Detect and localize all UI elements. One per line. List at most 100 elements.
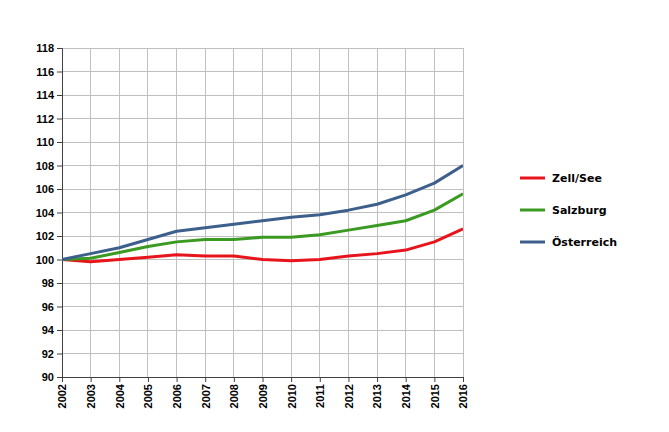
tick: 110	[36, 136, 62, 148]
chart: 90 92 94 96 98 100 102 104 106 108 110 112 114 116 118…	[0, 0, 669, 432]
grid	[62, 48, 463, 377]
tick-label: 114	[36, 89, 55, 101]
tick: 100	[36, 254, 62, 266]
tick-mark	[320, 377, 321, 382]
legend-swatch	[520, 241, 545, 244]
tick-label: 110	[36, 136, 54, 148]
tick-label: 94	[42, 324, 55, 336]
tick-mark	[291, 377, 292, 382]
tick-label: 2008	[228, 384, 240, 408]
tick-label: 100	[36, 254, 54, 266]
grid-line	[377, 48, 378, 377]
tick-label: 2013	[371, 384, 383, 408]
tick-label: 116	[36, 66, 54, 78]
tick: 114	[36, 89, 62, 101]
tick: 2004	[114, 377, 126, 408]
tick-mark	[463, 377, 464, 382]
tick-label: 2009	[257, 384, 269, 408]
tick-label: 92	[42, 348, 54, 360]
legend-swatch	[520, 209, 545, 212]
grid-line	[262, 48, 263, 377]
tick: 2009	[257, 377, 269, 408]
tick-label: 2007	[200, 384, 212, 408]
tick: 92	[42, 348, 62, 360]
tick: 96	[42, 301, 62, 313]
tick-mark	[57, 354, 62, 355]
tick-mark	[263, 377, 264, 382]
lines	[62, 166, 463, 262]
tick-mark	[57, 48, 62, 49]
tick-label: 2016	[457, 384, 469, 408]
tick: 2007	[200, 377, 212, 408]
grid-line	[233, 48, 234, 377]
tick: 2008	[228, 377, 240, 408]
tick: 90	[42, 371, 62, 383]
tick: 2015	[429, 377, 441, 408]
grid-line	[147, 48, 148, 377]
tick: 98	[42, 277, 62, 289]
series-line	[62, 194, 463, 260]
axis-line	[63, 378, 464, 383]
tick-label: 2003	[85, 384, 97, 408]
tick: 2012	[343, 377, 355, 408]
tick-label: 96	[42, 301, 54, 313]
tick-mark	[57, 166, 62, 167]
tick-label: 2010	[285, 384, 297, 408]
tick-mark	[434, 377, 435, 382]
tick: 106	[36, 183, 62, 195]
tick-mark	[57, 189, 62, 190]
tick: 2011	[314, 377, 326, 408]
tick-mark	[62, 377, 63, 382]
tick: 2010	[285, 377, 297, 408]
legend-label: Österreich	[552, 235, 617, 249]
tick-mark	[57, 236, 62, 237]
tick: 112	[36, 113, 62, 125]
legend-label: Zell/See	[552, 172, 602, 185]
tick-label: 2011	[314, 384, 326, 408]
tick-label: 108	[36, 160, 54, 172]
tick-mark	[148, 377, 149, 382]
tick-label: 118	[36, 42, 54, 54]
tick: 2005	[142, 377, 154, 408]
tick-mark	[205, 377, 206, 382]
tick: 108	[36, 160, 62, 172]
tick-mark	[57, 307, 62, 308]
tick-label: 2004	[114, 383, 126, 408]
tick-mark	[57, 95, 62, 96]
tick-mark	[91, 377, 92, 382]
grid-line	[90, 48, 91, 377]
legend-label: Salzburg	[552, 204, 607, 217]
tick-label: 2006	[171, 384, 183, 408]
tick-label: 106	[36, 183, 54, 195]
tick-mark	[57, 119, 62, 120]
tick-mark	[57, 283, 62, 284]
tick: 116	[36, 66, 62, 78]
tick-mark	[57, 213, 62, 214]
tick-label: 90	[42, 371, 54, 383]
x-axis: 2002 2003 2004 2005 2006 2007 2008 2009 2010 2011…	[56, 377, 469, 408]
tick-label: 104	[36, 207, 55, 219]
tick: 2003	[85, 377, 97, 408]
tick: 102	[36, 230, 62, 242]
tick-label: 98	[42, 277, 54, 289]
y-axis: 90 92 94 96 98 100 102 104 106 108 110 112 114 116 118	[36, 42, 63, 383]
tick-mark	[406, 377, 407, 382]
grid-line	[405, 48, 406, 377]
tick-label: 2015	[429, 384, 441, 408]
grid-line	[348, 48, 349, 377]
tick-mark	[377, 377, 378, 382]
grid-line	[434, 48, 435, 377]
tick-mark	[57, 260, 62, 261]
tick: 2014	[400, 377, 412, 408]
tick-label: 2014	[400, 383, 412, 408]
series-line	[62, 166, 463, 260]
tick-mark	[57, 142, 62, 143]
tick: 2002	[56, 377, 68, 408]
grid-line	[319, 48, 320, 377]
tick-mark	[57, 330, 62, 331]
tick-mark	[57, 377, 62, 378]
tick: 2016	[457, 377, 469, 408]
grid-line	[463, 48, 464, 377]
grid-line	[119, 48, 120, 377]
tick-mark	[119, 377, 120, 382]
